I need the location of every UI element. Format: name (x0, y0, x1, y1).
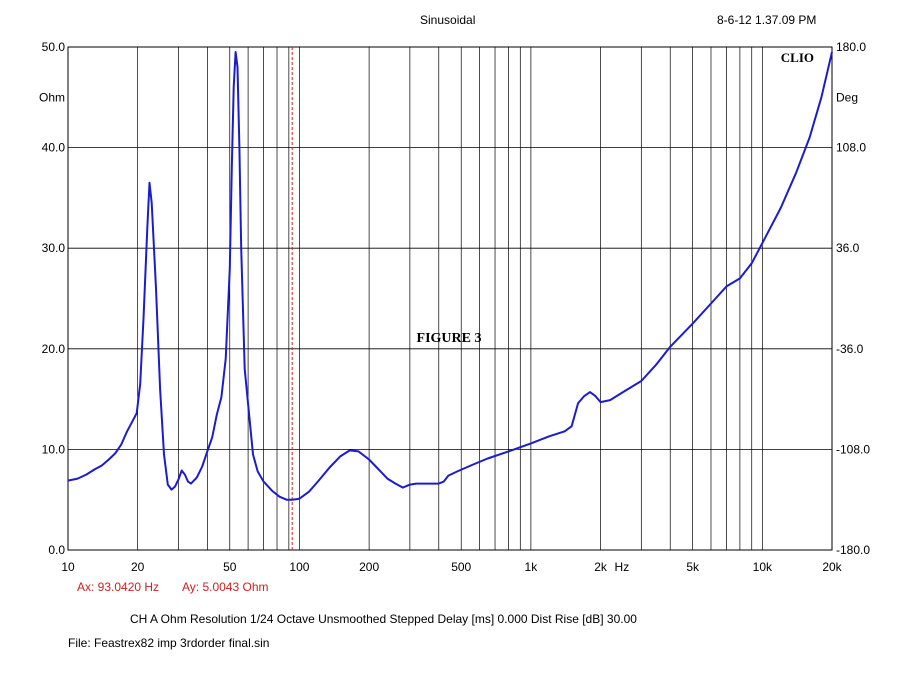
x-tick-label: 10k (753, 560, 773, 574)
cursor-readout-y: Ay: 5.0043 Ohm (182, 580, 269, 594)
x-tick-label: 20 (131, 560, 145, 574)
x-tick-label: 5k (686, 560, 700, 574)
figure-title: FIGURE 3 (417, 331, 482, 346)
y2-tick-label: 180.0 (836, 40, 866, 54)
chart-mode-title: Sinusoidal (420, 13, 476, 27)
x-tick-label: 2k (594, 560, 608, 574)
y2-tick-label: 36.0 (836, 241, 860, 255)
axis-labels: 0.0 10.0 20.0 30.0 40.0 50.0 -180.0 -108.0 -36.0… (39, 40, 870, 574)
y-tick-label: 40.0 (42, 141, 66, 155)
x-unit-label: Hz (615, 560, 630, 574)
y-tick-label: 50.0 (42, 40, 66, 54)
x-tick-label: 500 (451, 560, 471, 574)
y-tick-label: 30.0 (42, 241, 66, 255)
y2-tick-label: -108.0 (836, 442, 870, 456)
x-tick-label: 10 (61, 560, 75, 574)
y2-tick-label: 108.0 (836, 141, 866, 155)
y-tick-label: 0.0 (48, 543, 65, 557)
y2-tick-label: -180.0 (836, 543, 870, 557)
x-tick-label: 100 (289, 560, 309, 574)
timestamp: 8-6-12 1.37.09 PM (717, 13, 817, 27)
y-tick-label: 10.0 (42, 442, 66, 456)
y-tick-label: 20.0 (42, 342, 66, 356)
x-tick-label: 20k (822, 560, 842, 574)
impedance-curve (67, 51, 833, 501)
measurement-settings: CH A Ohm Resolution 1/24 Octave Unsmooth… (130, 612, 637, 626)
x-tick-label: 1k (525, 560, 539, 574)
grid (67, 46, 833, 551)
file-name: File: Feastrex82 imp 3rdorder final.sin (68, 636, 270, 650)
y2-tick-label: -36.0 (836, 342, 864, 356)
y-unit-label: Ohm (39, 90, 65, 104)
y2-unit-label: Deg (836, 90, 858, 104)
x-tick-label: 200 (359, 560, 379, 574)
x-tick-label: 50 (223, 560, 237, 574)
cursor-readout-x: Ax: 93.0420 Hz (77, 580, 160, 594)
clio-brand: CLIO (781, 50, 814, 65)
series-layer (67, 51, 833, 501)
